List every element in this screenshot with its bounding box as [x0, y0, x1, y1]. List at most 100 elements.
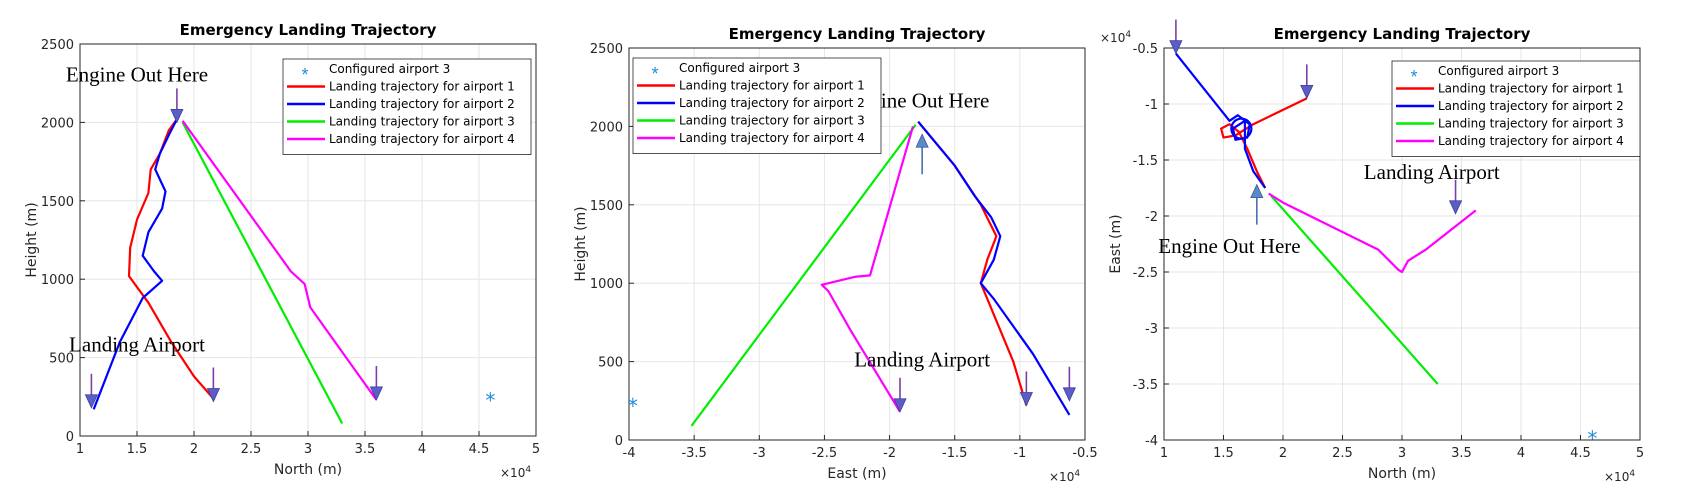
- y-axis-label: Height (m): [24, 202, 40, 277]
- x-exponent-label: ×104: [500, 465, 531, 480]
- x-tick-label: -0.5: [1072, 446, 1097, 461]
- x-exponent-label: ×104: [1049, 469, 1080, 484]
- series-line-airport-4: [1268, 192, 1477, 274]
- x-tick-label: 4: [418, 442, 426, 457]
- x-tick-label: -3: [753, 446, 766, 461]
- configured-airport-marker: *: [628, 394, 638, 418]
- legend: * Configured airport 3 Landing trajectory …: [632, 57, 882, 154]
- x-tick-label: 5: [1636, 446, 1644, 461]
- legend-entry: Landing trajectory for airport 2: [1438, 99, 1624, 113]
- legend-entry: Landing trajectory for airport 3: [679, 114, 865, 128]
- y-tick-label: 0: [66, 430, 74, 445]
- x-exponent-power: 4: [525, 465, 531, 475]
- y-exponent-power: 4: [1125, 30, 1131, 40]
- x-tick-label: 2.5: [241, 442, 262, 457]
- x-tick-label: 1: [1160, 446, 1168, 461]
- series-line-airport-4: [181, 120, 378, 401]
- legend-entry: Landing trajectory for airport 3: [329, 115, 515, 129]
- arrow-down-icon: [206, 388, 221, 403]
- y-tick-label: -3.5: [1133, 378, 1158, 393]
- series-line-airport-2: [917, 120, 1071, 416]
- arrow-down-icon: [1300, 85, 1314, 100]
- x-tick-label: -2.5: [812, 446, 837, 461]
- series-line-airport-4: [820, 126, 915, 413]
- legend: * Configured airport 3 Landing trajectory …: [1391, 60, 1641, 157]
- x-tick-label: 3.5: [1451, 446, 1472, 461]
- annotation: Engine Out Here: [66, 63, 208, 87]
- legend-entry: Landing trajectory for airport 3: [1438, 117, 1624, 131]
- arrow-down-icon: [369, 386, 384, 401]
- legend-entry: Landing trajectory for airport 4: [329, 132, 515, 146]
- y-tick-label: 500: [49, 352, 74, 367]
- legend-entry: Landing trajectory for airport 4: [1438, 134, 1624, 148]
- series-line-airport-3: [1270, 195, 1439, 385]
- x-tick-label: -1.5: [942, 446, 967, 461]
- data-layer: *: [628, 120, 1071, 427]
- chart-title: Emergency Landing Trajectory: [1274, 25, 1531, 43]
- x-axis-label: North (m): [274, 462, 342, 478]
- y-tick-label: 1500: [590, 199, 623, 214]
- series-line-airport-2: [92, 118, 178, 410]
- x-axis-label: East (m): [827, 466, 886, 482]
- x-tick-label: 2: [1279, 446, 1287, 461]
- y-tick-label: -2.5: [1133, 266, 1158, 281]
- legend-entry: Configured airport 3: [679, 61, 800, 75]
- x-tick-label: 2.5: [1332, 446, 1353, 461]
- x-tick-label: 3.5: [355, 442, 376, 457]
- arrow-down-icon: [1019, 392, 1033, 407]
- x-tick-label: 1.5: [1213, 446, 1234, 461]
- y-axis-label: Height (m): [573, 206, 589, 281]
- x-tick-label: 1: [76, 442, 84, 457]
- x-tick-label: 3: [1398, 446, 1406, 461]
- arrow-down-icon: [1448, 200, 1463, 215]
- y-axis-label: East (m): [1108, 214, 1124, 273]
- annotation: Landing Airport: [69, 332, 205, 356]
- arrow-down-icon: [170, 109, 184, 124]
- y-exponent-label: ×104: [1100, 30, 1131, 45]
- loop-circle: [1230, 117, 1253, 140]
- arrow-down-icon: [84, 394, 99, 409]
- legend-marker: *: [651, 64, 658, 84]
- x-tick-label: 2: [190, 442, 198, 457]
- legend-entry: Landing trajectory for airport 2: [679, 96, 865, 110]
- x-tick-label: 1.5: [127, 442, 148, 457]
- arrow-down-icon: [893, 398, 907, 413]
- legend-entry: Landing trajectory for airport 1: [679, 79, 865, 93]
- y-tick-label: 0: [615, 434, 623, 449]
- data-layer: *: [1175, 52, 1597, 451]
- chart-panel-3: 1 1.5 2 2.5 3 3.5 4 4.5 5 -4 -3.5 -3 -2.5 -2 -1.5 -1 -0.…: [1100, 19, 1644, 484]
- x-tick-label: -1: [1013, 446, 1026, 461]
- series-line-airport-3: [690, 124, 917, 427]
- x-tick-label: 4: [1517, 446, 1525, 461]
- y-tick-label: -1.5: [1133, 154, 1158, 169]
- chart-panel-1: 1 1.5 2 2.5 3 3.5 4 4.5 5 0 500 1000 1500 2000 2500 ×10…: [24, 21, 540, 480]
- y-tick-label: -4: [1145, 434, 1158, 449]
- legend-marker: *: [301, 65, 308, 85]
- legend-entry: Landing trajectory for airport 4: [679, 131, 865, 145]
- legend-entry: Landing trajectory for airport 1: [1438, 82, 1624, 96]
- y-tick-label: -0.5: [1133, 42, 1158, 57]
- x-exponent-power: 4: [1629, 469, 1635, 479]
- chart-panel-2: -4 -3.5 -3 -2.5 -2 -1.5 -1 -0.5 0 500 1000 1500 2000…: [573, 25, 1098, 484]
- data-layer: *: [92, 118, 495, 425]
- axes-box: [628, 47, 1086, 441]
- y-tick-label: 1000: [590, 277, 623, 292]
- configured-airport-marker: *: [1587, 427, 1597, 451]
- x-exponent-power: 4: [1074, 469, 1080, 479]
- annotation: Landing Airport: [1364, 160, 1500, 184]
- x-exponent-label: ×104: [1604, 469, 1635, 484]
- y-tick-label: -3: [1145, 322, 1158, 337]
- x-tick-label: 3: [304, 442, 312, 457]
- x-tick-label: -4: [623, 446, 636, 461]
- chart-title: Emergency Landing Trajectory: [729, 25, 986, 43]
- legend: * Configured airport 3 Landing trajectory …: [282, 58, 532, 155]
- legend-entry: Configured airport 3: [329, 62, 450, 76]
- x-tick-label: 4.5: [1570, 446, 1591, 461]
- arrow-down-icon: [1169, 40, 1183, 55]
- y-tick-label: 2500: [41, 38, 74, 53]
- arrow-down-icon: [1062, 387, 1076, 402]
- y-tick-label: 1500: [41, 195, 74, 210]
- legend-entry: Landing trajectory for airport 1: [329, 80, 515, 94]
- chart-title: Emergency Landing Trajectory: [180, 21, 437, 39]
